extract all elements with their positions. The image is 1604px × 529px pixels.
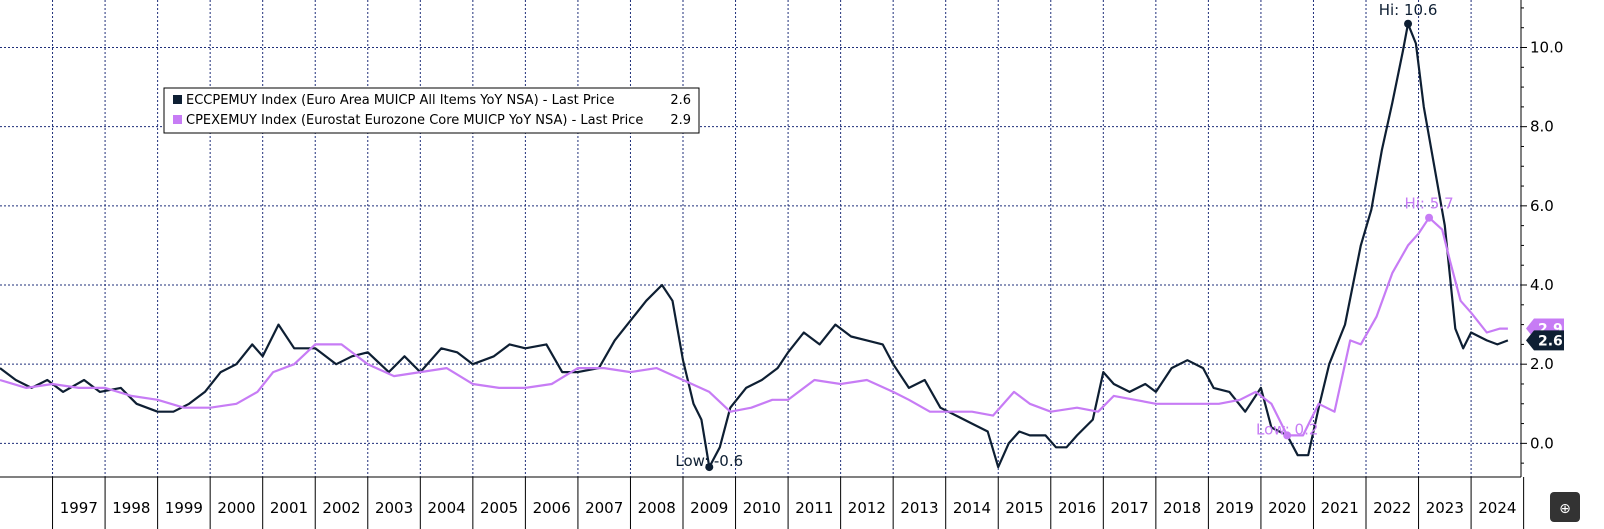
- last-value-badges: 2.92.6: [1526, 318, 1564, 351]
- x-tick-label: 2012: [848, 499, 886, 517]
- legend-swatch-series-2: [173, 115, 182, 124]
- extreme-marker: [1283, 431, 1292, 440]
- y-tick-label: 10.0: [1530, 39, 1563, 57]
- series-layer: [0, 22, 1509, 469]
- x-tick-label: 2010: [743, 499, 781, 517]
- x-tick-label: 2008: [638, 499, 676, 517]
- legend-box: [163, 87, 700, 134]
- legend-value-series-2: 2.9: [670, 113, 691, 128]
- low-label: Low: 0.2: [1256, 420, 1318, 438]
- svg-text:⊕: ⊕: [1559, 501, 1571, 517]
- x-tick-label: 2022: [1373, 499, 1411, 517]
- y-tick-label: 2.0: [1530, 355, 1554, 373]
- x-tick-label: 2011: [795, 499, 833, 517]
- legend-label-series-1: ECCPEMUY Index (Euro Area MUICP All Item…: [186, 93, 615, 108]
- legend: ECCPEMUY Index (Euro Area MUICP All Item…: [163, 87, 700, 134]
- x-tick-label: 1998: [112, 499, 150, 517]
- x-tick-label: 2006: [533, 499, 571, 517]
- x-tick-label: 2021: [1321, 499, 1359, 517]
- legend-value-series-1: 2.6: [670, 93, 691, 108]
- x-tick-label: 2024: [1478, 499, 1516, 517]
- x-tick-label: 1997: [60, 499, 98, 517]
- x-tick-label: 2016: [1058, 499, 1096, 517]
- extreme-marker: [1425, 213, 1434, 222]
- x-tick-label: 2001: [270, 499, 308, 517]
- axis-layer: 1997 1998 1999 2000 2001 2002 2003 2004 2005 2006…: [0, 0, 1563, 529]
- x-tick-label: 2023: [1426, 499, 1464, 517]
- x-tick-label: 1999: [165, 499, 203, 517]
- x-tick-label: 2013: [900, 499, 938, 517]
- grid-layer: [0, 0, 1521, 477]
- x-tick-label: 2003: [375, 499, 413, 517]
- y-tick-label: 4.0: [1530, 276, 1554, 294]
- corner-icon[interactable]: ⊕: [1550, 492, 1580, 522]
- x-tick-label: 2002: [322, 499, 360, 517]
- legend-swatch-series-1: [173, 95, 182, 104]
- badge-value: 2.6: [1538, 333, 1563, 349]
- high-label: Hi: 10.6: [1379, 1, 1438, 19]
- x-tick-label: 2019: [1216, 499, 1254, 517]
- x-tick-label: 2018: [1163, 499, 1201, 517]
- last-value-badge-1: 2.6: [1526, 330, 1564, 351]
- legend-label-series-2: CPEXEMUY Index (Eurostat Eurozone Core M…: [186, 113, 643, 128]
- x-tick-label: 2009: [690, 499, 728, 517]
- extreme-marker: [1404, 19, 1413, 28]
- x-tick-label: 2007: [585, 499, 623, 517]
- x-tick-label: 2000: [217, 499, 255, 517]
- y-tick-label: 0.0: [1530, 434, 1554, 452]
- y-tick-label: 8.0: [1530, 118, 1554, 136]
- x-tick-label: 2020: [1268, 499, 1306, 517]
- annotation-layer: Hi: 10.6 Low: -0.6 Hi: 5.7 Low: 0.2: [675, 1, 1454, 472]
- x-tick-label: 2014: [953, 499, 991, 517]
- extreme-marker: [705, 463, 714, 472]
- x-tick-label: 2005: [480, 499, 518, 517]
- badge-shape: [1526, 330, 1564, 351]
- low-label: Low: -0.6: [675, 452, 743, 470]
- x-tick-label: 2017: [1110, 499, 1148, 517]
- high-label: Hi: 5.7: [1404, 195, 1453, 213]
- x-tick-label: 2015: [1005, 499, 1043, 517]
- series-line-2: [0, 216, 1508, 437]
- series-line-1: [0, 22, 1509, 469]
- y-tick-label: 6.0: [1530, 197, 1554, 215]
- x-tick-label: 2004: [427, 499, 465, 517]
